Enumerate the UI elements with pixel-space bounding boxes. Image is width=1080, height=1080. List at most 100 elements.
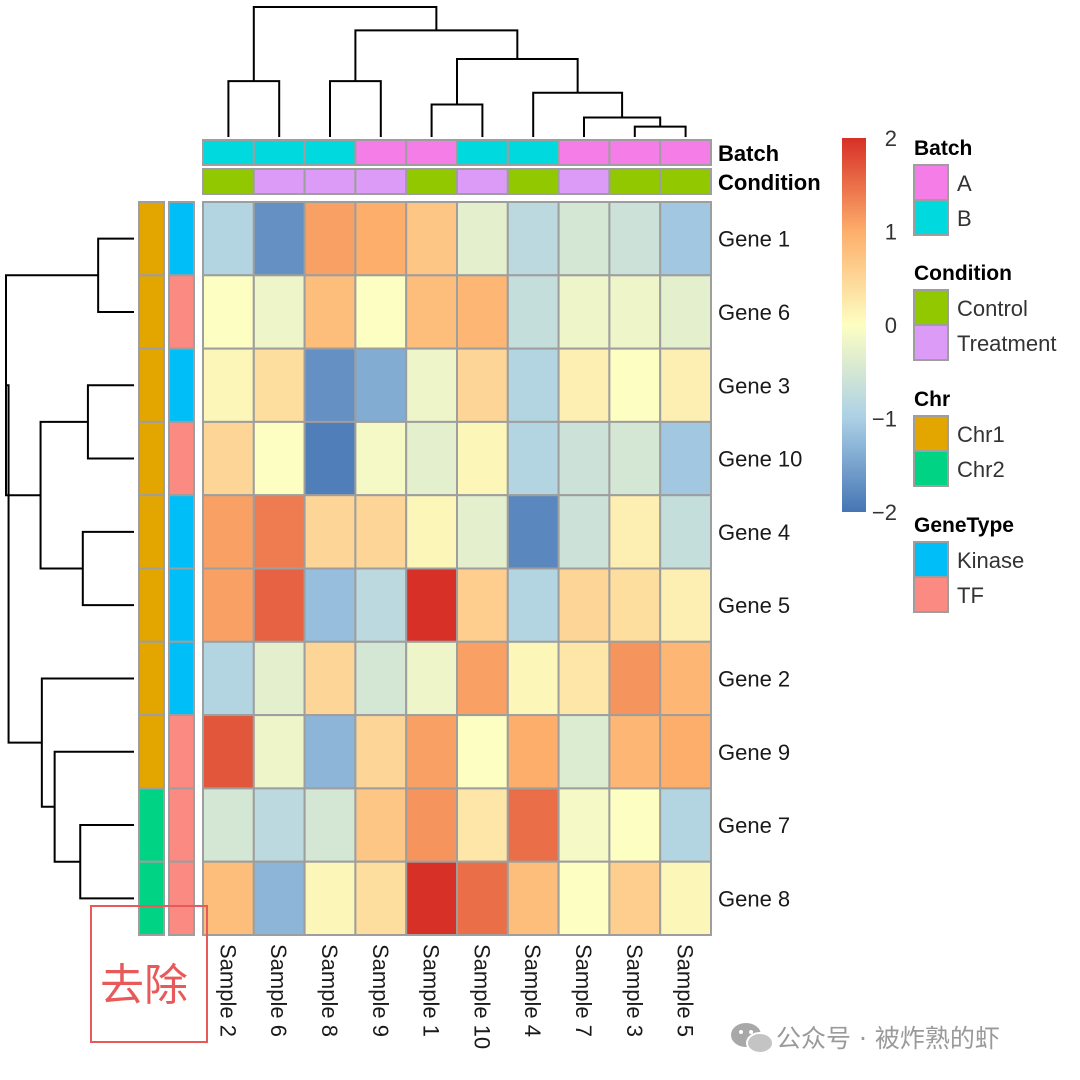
heatmap-cell: [456, 787, 509, 863]
column-annotation-cell: [202, 139, 255, 166]
heatmap-cell: [252, 420, 306, 497]
heatmap-cell: [354, 347, 408, 423]
heatmap-cell: [202, 714, 255, 790]
heatmap-cell: [608, 347, 662, 423]
row-annotation-cell: [138, 860, 165, 937]
row-label: Gene 5: [718, 593, 790, 618]
legend-swatch: [913, 164, 949, 201]
heatmap-cell: [557, 420, 611, 497]
column-annotation-cell: [608, 139, 662, 166]
row-annotation-cell: [168, 347, 195, 423]
dendrogram-branch: [633, 125, 687, 137]
heatmap-cell: [456, 640, 509, 717]
heatmap-cell: [405, 494, 459, 570]
heatmap-cell: [354, 420, 408, 497]
heatmap-cell: [405, 567, 459, 643]
heatmap-cell: [405, 640, 459, 717]
heatmap-cell: [354, 714, 408, 790]
heatmap-cell: [608, 274, 662, 350]
row-label: Gene 2: [718, 666, 790, 691]
column-label: Sample 9: [368, 944, 393, 1037]
legend-swatch: [913, 576, 949, 613]
heatmap-cell: [557, 714, 611, 790]
heatmap-cell: [303, 714, 357, 790]
dendrogram-branch: [79, 824, 134, 900]
heatmap-cell: [659, 714, 713, 790]
column-annotation-cell: [557, 168, 611, 195]
column-annotation-cell: [303, 168, 357, 195]
heatmap-cell: [659, 494, 713, 570]
heatmap-cell: [456, 567, 509, 643]
heatmap-cell: [252, 787, 306, 863]
row-label: Gene 10: [718, 447, 802, 472]
heatmap-cell: [506, 201, 560, 277]
heatmap-cells: [202, 201, 713, 937]
column-label: Sample 2: [215, 944, 240, 1037]
legend-item-label: Chr2: [957, 457, 1005, 482]
column-annotation-label: Batch: [718, 141, 779, 166]
heatmap-cell: [456, 860, 509, 937]
row-annotation-cell: [168, 274, 195, 350]
row-annotation-cell: [138, 274, 165, 350]
column-annotation-cell: [506, 168, 560, 195]
color-scale-tick: 0: [885, 313, 897, 338]
dendrogram-branch: [329, 80, 382, 137]
heatmap-cell: [405, 860, 459, 937]
heatmap-cell: [303, 567, 357, 643]
column-annotation-label: Condition: [718, 170, 821, 195]
legend-item-label: Treatment: [957, 331, 1056, 356]
color-scale-tick: 1: [885, 220, 897, 245]
heatmap-cell: [354, 494, 408, 570]
watermark-text: 公众号 · 被炸熟的虾: [776, 1024, 1000, 1053]
row-label: Gene 3: [718, 373, 790, 398]
column-annotation-bars: Batch Condition: [202, 139, 821, 195]
heatmap-cell: [354, 640, 408, 717]
heatmap-cell: [405, 787, 459, 863]
column-annotation-cell: [303, 139, 357, 166]
column-annotation-cell: [354, 139, 408, 166]
legend-item-label: B: [957, 206, 972, 231]
legend-item-label: Kinase: [957, 548, 1024, 573]
row-annotation-cell: [138, 201, 165, 277]
column-annotation-cell: [456, 168, 509, 195]
heatmap-cell: [557, 274, 611, 350]
dendrogram-branch: [86, 384, 134, 460]
heatmap-cell: [202, 274, 255, 350]
dendrogram-branch: [53, 750, 134, 863]
heatmap-cell: [456, 714, 509, 790]
row-annotation-bars: [138, 201, 195, 937]
row-annotation-cell: [138, 567, 165, 643]
heatmap-cell: [608, 640, 662, 717]
heatmap-cell: [456, 494, 509, 570]
legend-swatch: [913, 289, 949, 326]
heatmap-cell: [659, 347, 713, 423]
row-annotation-cell: [168, 860, 195, 937]
heatmap-cell: [405, 347, 459, 423]
column-label: Sample 4: [520, 944, 545, 1037]
heatmap-cell: [506, 347, 560, 423]
column-annotation-cell: [405, 139, 459, 166]
dendrogram-branch: [40, 677, 134, 808]
heatmap-cell: [303, 640, 357, 717]
dendrogram-branch: [456, 58, 579, 105]
heatmap-cell: [252, 201, 306, 277]
annotation-legends: Batch AB Condition Control Treatment Chr Chr1 C…: [913, 137, 1056, 613]
column-annotation-cell: [456, 139, 509, 166]
dendrogram-branch: [354, 29, 519, 82]
heatmap-cell: [303, 860, 357, 937]
heatmap-cell: [659, 860, 713, 937]
legend-item-label: Chr1: [957, 422, 1005, 447]
heatmap-cell: [557, 201, 611, 277]
dendrogram-branch: [5, 274, 99, 497]
wechat-icon: [731, 1023, 774, 1054]
column-annotation-cell: [202, 168, 255, 195]
heatmap-cell: [659, 640, 713, 717]
heatmap-cell: [354, 274, 408, 350]
heatmap-cell: [659, 274, 713, 350]
column-label: Sample 7: [571, 944, 596, 1037]
legend-item-label: A: [957, 171, 972, 196]
row-annotation-cell: [168, 201, 195, 277]
row-label: Gene 9: [718, 740, 790, 765]
color-scale-tick: −2: [872, 500, 897, 525]
heatmap-cell: [303, 201, 357, 277]
